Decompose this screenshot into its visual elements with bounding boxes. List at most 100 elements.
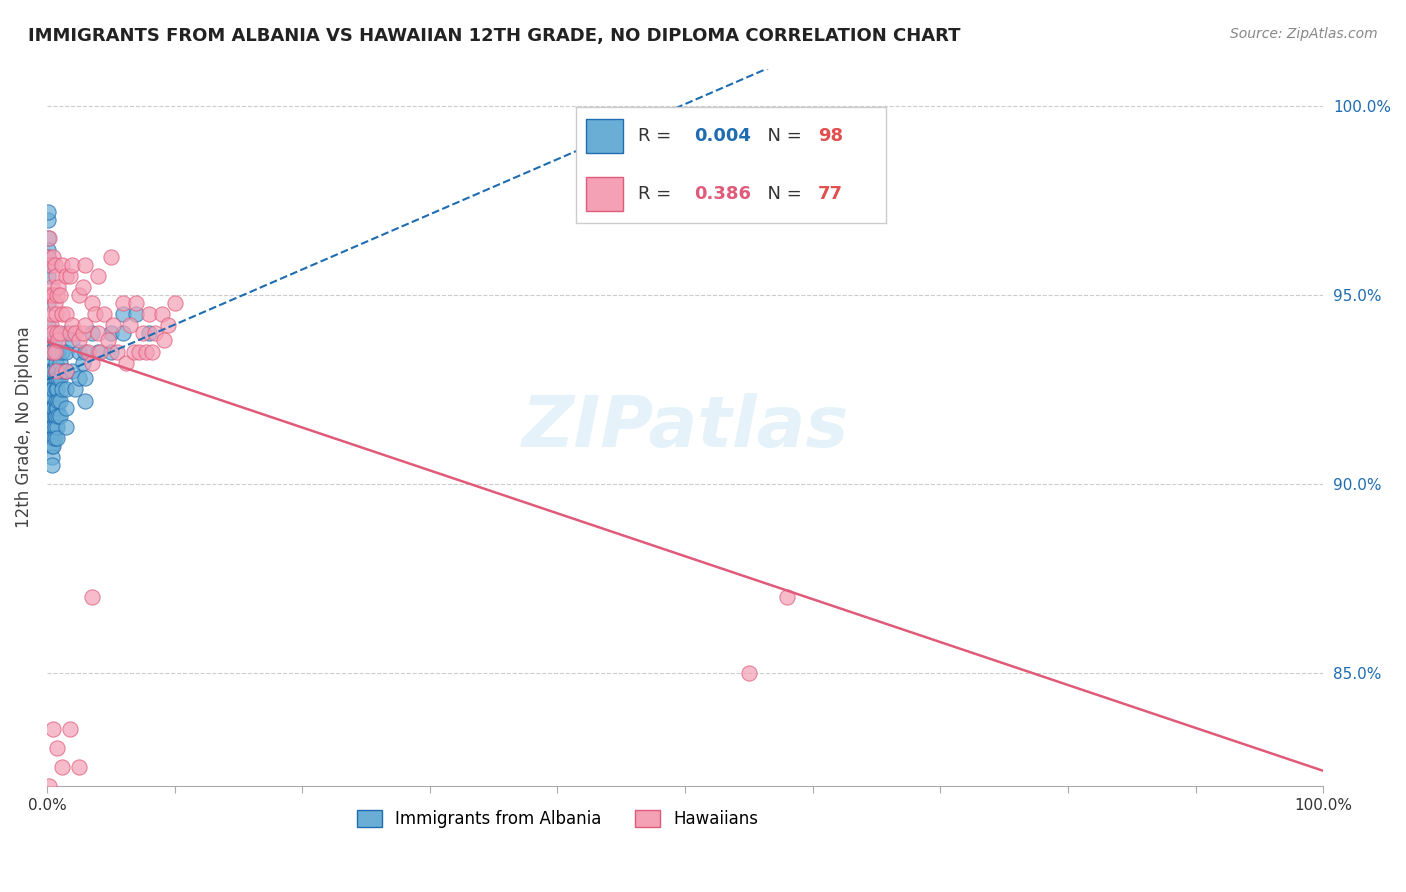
Hawaiians xyxy=(45,363,67,377)
FancyBboxPatch shape xyxy=(586,119,623,153)
Immigrants from Albania xyxy=(39,344,62,359)
Immigrants from Albania xyxy=(41,439,63,453)
Immigrants from Albania xyxy=(72,356,94,370)
Immigrants from Albania xyxy=(100,326,122,340)
Hawaiians xyxy=(45,269,67,284)
Hawaiians xyxy=(44,295,66,310)
Hawaiians xyxy=(105,344,128,359)
Immigrants from Albania xyxy=(41,409,63,423)
Immigrants from Albania xyxy=(46,420,69,434)
Hawaiians xyxy=(128,344,150,359)
Immigrants from Albania xyxy=(42,432,65,446)
Hawaiians xyxy=(125,295,148,310)
Immigrants from Albania xyxy=(39,401,62,416)
Immigrants from Albania xyxy=(41,420,63,434)
Hawaiians xyxy=(157,318,180,333)
Immigrants from Albania xyxy=(45,363,67,377)
Immigrants from Albania xyxy=(48,371,70,385)
Hawaiians xyxy=(131,326,153,340)
Immigrants from Albania xyxy=(67,344,90,359)
Text: 0.004: 0.004 xyxy=(695,127,751,145)
Immigrants from Albania xyxy=(44,326,66,340)
Immigrants from Albania xyxy=(37,205,59,219)
Hawaiians xyxy=(39,258,62,272)
Hawaiians xyxy=(45,307,67,321)
Immigrants from Albania xyxy=(41,450,63,465)
Immigrants from Albania xyxy=(44,432,66,446)
Hawaiians xyxy=(37,250,59,264)
Hawaiians xyxy=(51,307,73,321)
Immigrants from Albania xyxy=(51,344,73,359)
Immigrants from Albania xyxy=(42,420,65,434)
Y-axis label: 12th Grade, No Diploma: 12th Grade, No Diploma xyxy=(15,326,32,528)
Hawaiians xyxy=(48,334,70,348)
Immigrants from Albania xyxy=(55,383,77,397)
Text: IMMIGRANTS FROM ALBANIA VS HAWAIIAN 12TH GRADE, NO DIPLOMA CORRELATION CHART: IMMIGRANTS FROM ALBANIA VS HAWAIIAN 12TH… xyxy=(28,27,960,45)
Immigrants from Albania xyxy=(87,344,110,359)
Hawaiians xyxy=(67,760,90,774)
Immigrants from Albania xyxy=(46,432,69,446)
Hawaiians xyxy=(42,326,65,340)
FancyBboxPatch shape xyxy=(586,177,623,211)
Immigrants from Albania xyxy=(45,409,67,423)
Hawaiians xyxy=(776,590,799,604)
Hawaiians xyxy=(37,288,59,302)
Hawaiians xyxy=(39,288,62,302)
Hawaiians xyxy=(62,318,84,333)
Immigrants from Albania xyxy=(39,409,62,423)
Immigrants from Albania xyxy=(51,383,73,397)
Hawaiians xyxy=(75,318,97,333)
Immigrants from Albania xyxy=(138,326,160,340)
Immigrants from Albania xyxy=(48,409,70,423)
Immigrants from Albania xyxy=(39,363,62,377)
Immigrants from Albania xyxy=(48,344,70,359)
Immigrants from Albania xyxy=(67,371,90,385)
Immigrants from Albania xyxy=(62,334,84,348)
Immigrants from Albania xyxy=(37,295,59,310)
Hawaiians xyxy=(48,288,70,302)
Hawaiians xyxy=(87,326,110,340)
Hawaiians xyxy=(38,326,60,340)
Hawaiians xyxy=(153,334,176,348)
Hawaiians xyxy=(55,363,77,377)
Hawaiians xyxy=(141,344,163,359)
Hawaiians xyxy=(44,258,66,272)
Immigrants from Albania xyxy=(46,363,69,377)
Immigrants from Albania xyxy=(44,409,66,423)
Hawaiians xyxy=(48,326,70,340)
Hawaiians xyxy=(112,295,135,310)
Hawaiians xyxy=(118,318,141,333)
Immigrants from Albania xyxy=(42,439,65,453)
Immigrants from Albania xyxy=(55,344,77,359)
Hawaiians xyxy=(55,307,77,321)
Hawaiians xyxy=(89,344,111,359)
Hawaiians xyxy=(59,722,82,736)
Text: R =: R = xyxy=(638,127,678,145)
Immigrants from Albania xyxy=(46,401,69,416)
Immigrants from Albania xyxy=(55,326,77,340)
Immigrants from Albania xyxy=(42,401,65,416)
Immigrants from Albania xyxy=(112,307,135,321)
Hawaiians xyxy=(75,258,97,272)
Immigrants from Albania xyxy=(42,383,65,397)
Hawaiians xyxy=(80,356,103,370)
Immigrants from Albania xyxy=(55,401,77,416)
Immigrants from Albania xyxy=(42,363,65,377)
Hawaiians xyxy=(41,307,63,321)
Immigrants from Albania xyxy=(37,288,59,302)
Immigrants from Albania xyxy=(42,401,65,416)
Immigrants from Albania xyxy=(37,258,59,272)
Hawaiians xyxy=(42,722,65,736)
Immigrants from Albania xyxy=(38,344,60,359)
Immigrants from Albania xyxy=(100,344,122,359)
Text: 77: 77 xyxy=(818,185,842,203)
Hawaiians xyxy=(46,741,69,756)
Immigrants from Albania xyxy=(45,383,67,397)
Hawaiians xyxy=(72,280,94,294)
Immigrants from Albania xyxy=(45,371,67,385)
Hawaiians xyxy=(103,318,125,333)
Immigrants from Albania xyxy=(39,390,62,404)
Immigrants from Albania xyxy=(55,420,77,434)
Hawaiians xyxy=(67,334,90,348)
Immigrants from Albania xyxy=(75,371,97,385)
